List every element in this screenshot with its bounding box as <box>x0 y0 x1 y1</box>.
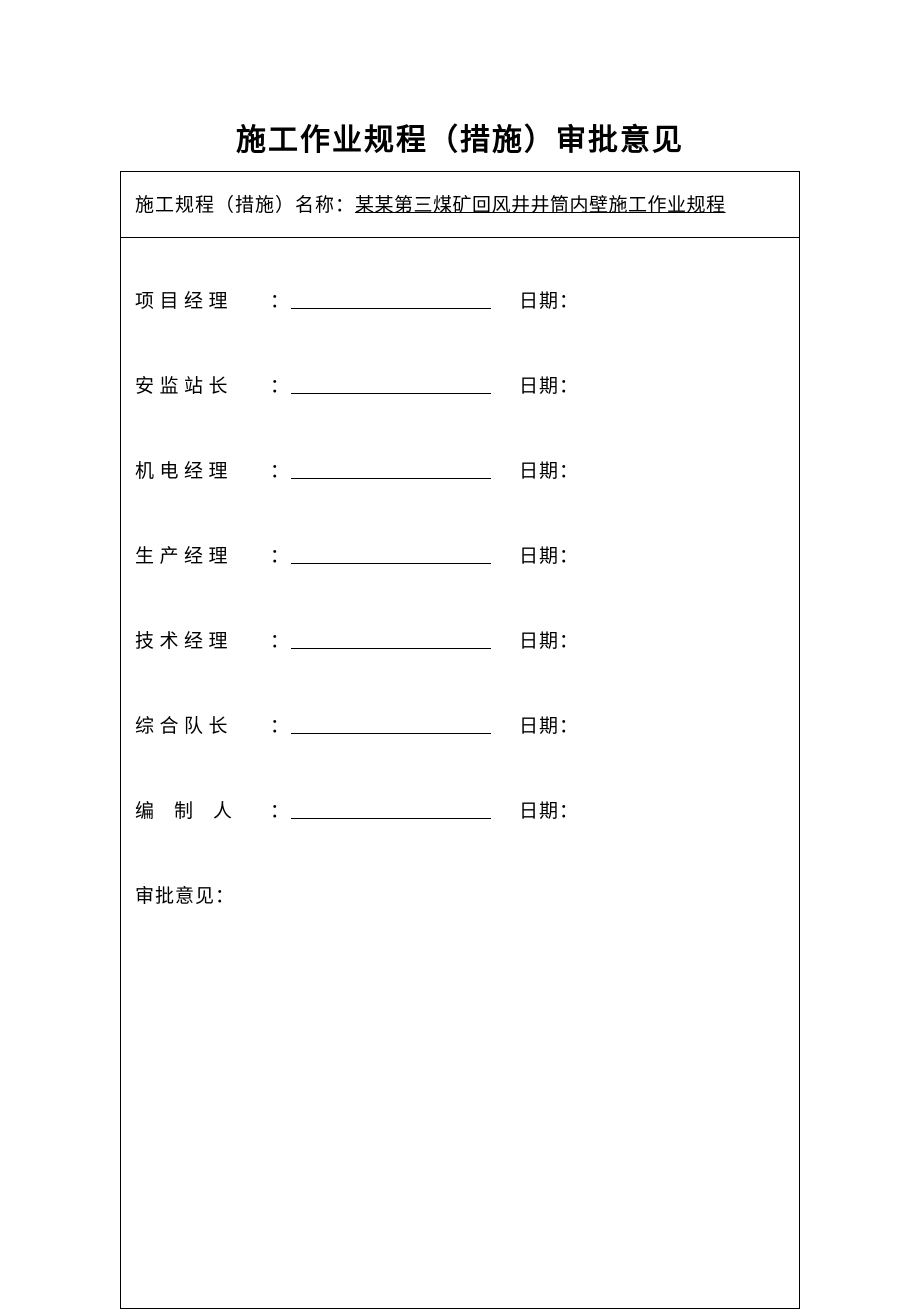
signature-colon: ： <box>270 711 289 738</box>
signature-row: 技术经理： 日期： <box>135 626 785 653</box>
signature-colon: ： <box>270 286 289 313</box>
signature-line[interactable] <box>291 308 491 309</box>
signature-role-label: 生产经理 <box>135 541 270 568</box>
signature-date-label: 日期： <box>519 371 579 398</box>
signature-date-label: 日期： <box>519 796 579 823</box>
signature-row: 综合队长： 日期： <box>135 711 785 738</box>
signature-role-label: 技术经理 <box>135 626 270 653</box>
form-body-section: 项目经理：日期：安监站长：日期：机电经理：日期：生产经理：日期：技术经理：日期：… <box>121 238 799 1308</box>
signature-colon: ： <box>270 371 289 398</box>
signature-row: 安监站长： 日期： <box>135 371 785 398</box>
signature-line[interactable] <box>291 648 491 649</box>
signature-colon: ： <box>270 796 289 823</box>
signature-line[interactable] <box>291 563 491 564</box>
procedure-name-value: 某某第三煤矿回风井井筒内壁施工作业规程 <box>355 190 726 217</box>
form-header-section: 施工规程（措施）名称： 某某第三煤矿回风井井筒内壁施工作业规程 <box>121 172 799 238</box>
page-title: 施工作业规程（措施）审批意见 <box>0 115 920 159</box>
signature-row: 项目经理： 日期： <box>135 286 785 313</box>
signature-row: 机电经理： 日期： <box>135 456 785 483</box>
signature-role-label: 安监站长 <box>135 371 270 398</box>
signature-line[interactable] <box>291 478 491 479</box>
signature-date-label: 日期： <box>519 711 579 738</box>
approval-form-box: 施工规程（措施）名称： 某某第三煤矿回风井井筒内壁施工作业规程 项目经理：日期：… <box>120 171 800 1309</box>
signature-colon: ： <box>270 541 289 568</box>
signature-date-label: 日期： <box>519 541 579 568</box>
signature-colon: ： <box>270 456 289 483</box>
signature-role-label: 机电经理 <box>135 456 270 483</box>
signature-line[interactable] <box>291 733 491 734</box>
signature-role-label: 综合队长 <box>135 711 270 738</box>
procedure-name-label: 施工规程（措施）名称： <box>135 190 355 217</box>
approval-opinion-label: 审批意见： <box>135 881 785 908</box>
signature-row: 生产经理： 日期： <box>135 541 785 568</box>
signature-role-label: 编制人 <box>135 796 270 823</box>
signature-row: 编制人： 日期： <box>135 796 785 823</box>
signature-line[interactable] <box>291 818 491 819</box>
signature-date-label: 日期： <box>519 626 579 653</box>
signature-line[interactable] <box>291 393 491 394</box>
signature-role-label: 项目经理 <box>135 286 270 313</box>
signature-colon: ： <box>270 626 289 653</box>
signature-date-label: 日期： <box>519 286 579 313</box>
signature-date-label: 日期： <box>519 456 579 483</box>
